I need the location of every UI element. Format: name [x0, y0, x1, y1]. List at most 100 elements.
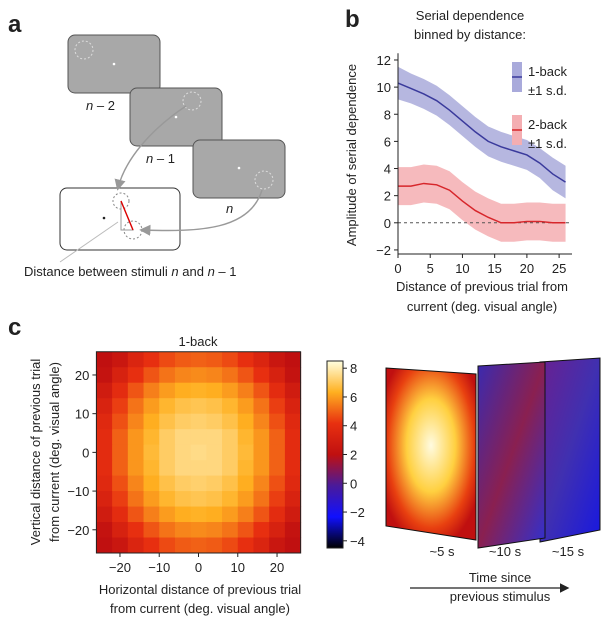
heatmap-cell	[206, 506, 223, 523]
heatmap-cell	[206, 475, 223, 492]
heatmap-cell	[96, 506, 113, 523]
heatmap-cell	[127, 460, 145, 477]
frame-label: n – 1	[146, 151, 175, 166]
x-tick-label: 0	[394, 261, 401, 276]
heatmap-cell	[174, 475, 192, 492]
y-axis-label: Amplitude of serial dependence	[344, 64, 359, 246]
heatmap-cell	[284, 522, 302, 539]
heatmap-cell	[174, 537, 192, 554]
heatmap-cell	[112, 413, 129, 430]
x-tick-label: 20	[520, 261, 534, 276]
heatmap-cell	[96, 491, 113, 508]
heatmap-cell	[127, 367, 145, 384]
heatmap-cell	[174, 444, 192, 461]
heatmap-cell	[253, 522, 270, 539]
heatmap-cell	[174, 506, 192, 523]
heatmap-cell	[143, 398, 160, 415]
heatmap-cell	[237, 398, 254, 415]
y-tick-label: 8	[384, 107, 391, 122]
heatmap-cell	[159, 460, 176, 477]
x-tick-label: −10	[148, 560, 170, 575]
x-tick-label: 10	[231, 560, 245, 575]
heatmap-cell	[96, 367, 113, 384]
heatmap-cell	[174, 522, 192, 539]
heatmap-cell	[159, 351, 176, 368]
heatmap-cell	[206, 382, 223, 399]
colorbar	[326, 360, 344, 549]
heatmap-cell	[127, 506, 145, 523]
heatmap-cell	[143, 413, 160, 430]
colorbar-tick-label: 0	[350, 476, 357, 491]
heatmap-cell	[284, 351, 302, 368]
heatmap-cell	[96, 537, 113, 554]
heatmap-cell	[253, 413, 270, 430]
heatmap-cell	[253, 460, 270, 477]
heatmap-cell	[253, 491, 270, 508]
time-label: ~10 s	[489, 544, 522, 559]
heatmap-cell	[222, 522, 239, 539]
heatmap-cell	[269, 413, 286, 430]
heatmap-cell	[159, 413, 176, 430]
heatmap-cell	[222, 491, 239, 508]
line	[397, 82, 566, 183]
heatmap-cell	[127, 491, 145, 508]
heatmap-cell	[159, 367, 176, 384]
x-tick-label: −20	[109, 560, 131, 575]
colorbar-tick-label: 6	[350, 390, 357, 405]
chart-title: 1-back	[178, 334, 218, 349]
heatmap-cell	[190, 522, 207, 539]
heatmap-cell	[174, 413, 192, 430]
heatmap-cell	[174, 367, 192, 384]
y-tick-label: 0	[82, 445, 89, 460]
x-tick-label: 20	[270, 560, 284, 575]
heatmap-cell	[174, 398, 192, 415]
heatmap-cell	[190, 429, 207, 446]
heatmap-cell	[284, 491, 302, 508]
x-tick-label: 5	[427, 261, 434, 276]
heatmap-cell	[190, 506, 207, 523]
y-tick-label: 4	[384, 162, 391, 177]
heatmap-cell	[269, 522, 286, 539]
heatmap-cell	[112, 351, 129, 368]
heatmap-cell	[143, 429, 160, 446]
heatmap-cell	[253, 444, 270, 461]
y-axis-label: from current (deg. visual angle)	[47, 362, 62, 542]
time-axis-label: previous stimulus	[450, 589, 551, 604]
heatmap-cell	[159, 506, 176, 523]
y-tick-label: −20	[67, 523, 89, 538]
heatmap-cell	[127, 351, 145, 368]
heatmap-cell	[222, 398, 239, 415]
y-tick-label: 2	[384, 189, 391, 204]
legend-label: ±1 s.d.	[528, 83, 567, 98]
heatmap-cell	[253, 429, 270, 446]
heatmap-cell	[174, 382, 192, 399]
heatmap-cell	[237, 537, 254, 554]
x-axis-label: Distance of previous trial from	[396, 279, 568, 294]
heatmap-cell	[159, 475, 176, 492]
heatmap-cell	[143, 444, 160, 461]
heatmap-cell	[237, 522, 254, 539]
heatmap-cell	[269, 398, 286, 415]
heatmap-cell	[174, 351, 192, 368]
heatmap-cell	[253, 398, 270, 415]
x-tick-label: 10	[455, 261, 469, 276]
heatmap-cell	[284, 382, 302, 399]
time-label: ~15 s	[552, 544, 585, 559]
heatmap-cell	[206, 444, 223, 461]
heatmap-cell	[237, 367, 254, 384]
chart-title: binned by distance:	[414, 27, 526, 42]
heatmap-cell	[112, 444, 129, 461]
heatmap-cell	[159, 444, 176, 461]
heatmap-cell	[127, 444, 145, 461]
heatmap-cell	[96, 460, 113, 477]
heatmap-cell	[190, 413, 207, 430]
legend-label: 2-back	[528, 117, 568, 132]
heatmap-cell	[284, 398, 302, 415]
heatmap-cell	[206, 460, 223, 477]
heatmap-cell	[96, 351, 113, 368]
time-frames	[385, 357, 601, 593]
heatmap-cell	[284, 413, 302, 430]
heatmap-cell	[143, 382, 160, 399]
panel-letter: c	[8, 314, 21, 341]
y-tick-label: −10	[67, 484, 89, 499]
